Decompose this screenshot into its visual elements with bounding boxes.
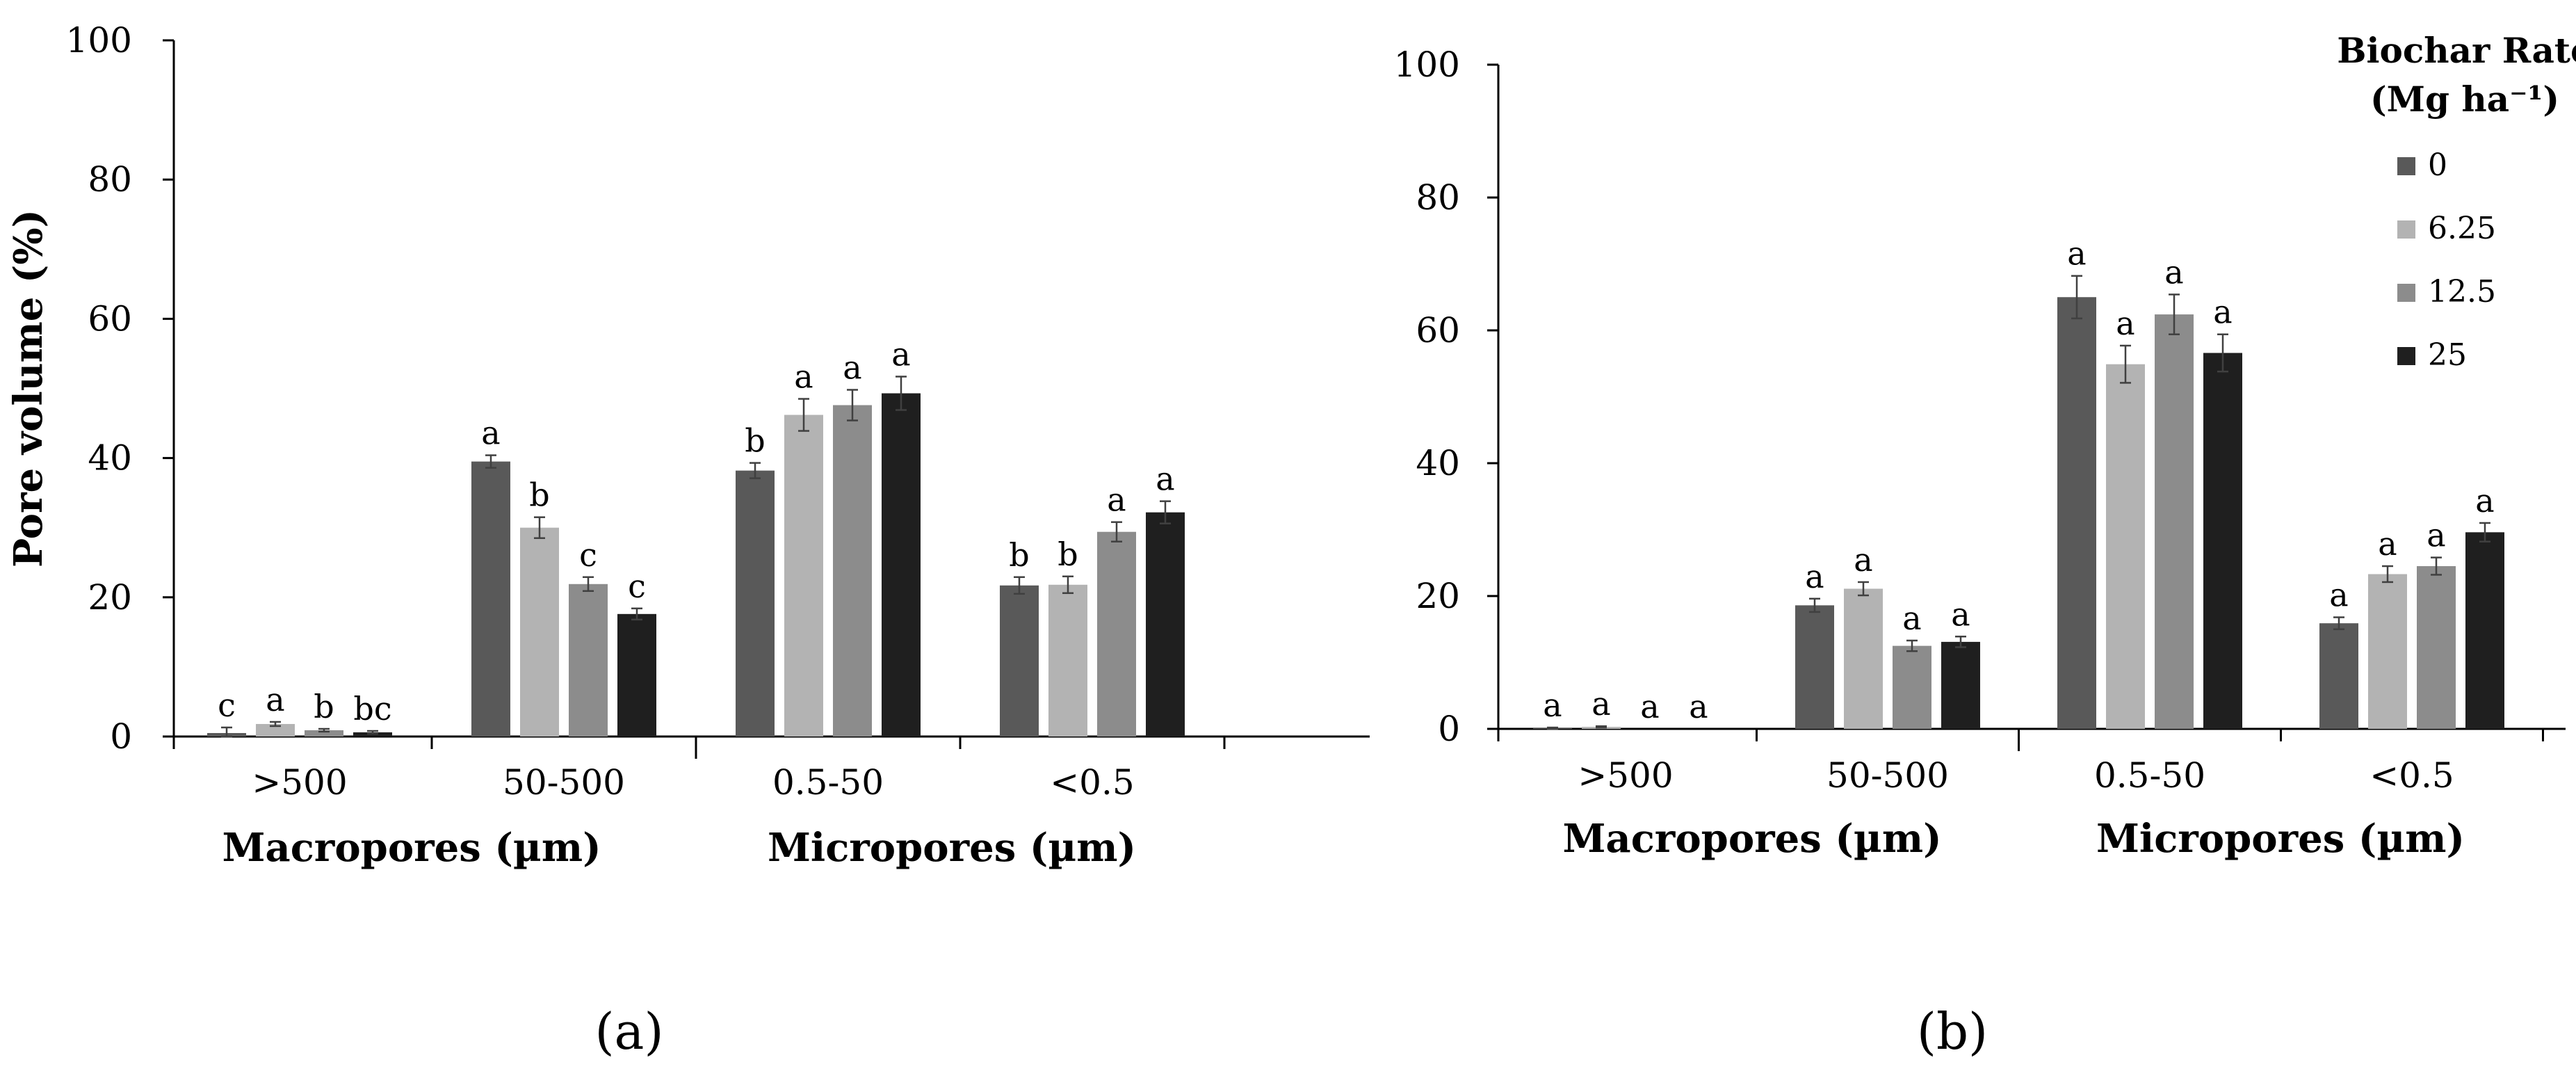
panel-a-bar (1146, 512, 1185, 737)
panel-a-group-label: Micropores (µm) (768, 825, 1136, 871)
panel-a-category-label: 0.5-50 (772, 762, 884, 803)
panel-a-significance-letter: c (579, 536, 597, 574)
panel-b-significance-letter: a (2427, 517, 2445, 554)
panel-b-y-tick-label: 40 (1416, 443, 1460, 483)
panel-a-significance-letter: a (891, 335, 910, 373)
panel-b-bar (1941, 641, 1980, 729)
panel-a-category-label: 50-500 (503, 762, 625, 803)
panel-b-significance-letter: a (2067, 235, 2086, 273)
panel-a-group-label: Macropores (µm) (222, 825, 601, 871)
panel-b-y-tick-label: 80 (1416, 177, 1460, 218)
legend-swatch (2397, 347, 2415, 365)
legend-label: 6.25 (2428, 211, 2496, 246)
legend-label: 12.5 (2428, 274, 2496, 309)
panel-b-significance-letter: a (2213, 293, 2232, 331)
panel-a-significance-letter: a (481, 415, 500, 452)
legend-swatch (2397, 220, 2415, 239)
legend-subtitle: (Mg ha⁻¹) (2370, 79, 2559, 120)
panel-a-y-tick-label: 20 (88, 577, 132, 618)
panel-b-bar (2417, 566, 2456, 729)
panel-b-group-label: Micropores (µm) (2096, 816, 2465, 862)
panel-a-y-tick-label: 40 (88, 438, 132, 478)
panel-b-category-label: >500 (1578, 755, 1673, 796)
panel-b-significance-letter: a (1543, 686, 1562, 724)
panel-b-significance-letter: a (1951, 595, 1970, 633)
panel-a-category-label: <0.5 (1050, 762, 1134, 803)
panel-a-bar (736, 470, 775, 737)
panel-a-label: (a) (594, 1002, 663, 1061)
panel-b-y-tick-label: 20 (1416, 576, 1460, 616)
panel-b-significance-letter: a (1902, 600, 1921, 637)
panel-b-significance-letter: a (1805, 558, 1824, 595)
panel-a-significance-letter: b (745, 422, 765, 460)
panel-a-bar (833, 405, 872, 737)
panel-a-significance-letter: b (1058, 536, 1078, 573)
panel-a-significance-letter: b (314, 688, 334, 725)
legend-title: Biochar Rate (2337, 30, 2576, 71)
panel-a-significance-letter: b (1009, 536, 1029, 574)
panel-b-bar (2106, 364, 2145, 729)
panel-b-label: (b) (1917, 1002, 1988, 1061)
panel-a-bar (256, 723, 295, 737)
legend-swatch (2397, 157, 2415, 175)
panel-a-y-tick-label: 60 (88, 298, 132, 339)
panel-a-significance-letter: a (843, 349, 861, 387)
panel-a-significance-letter: bc (353, 690, 391, 727)
panel-b-y-tick-label: 100 (1394, 45, 1460, 85)
panel-a-bar (1000, 585, 1039, 737)
panel-b-bar (1795, 605, 1834, 729)
panel-b-group-label: Macropores (µm) (1562, 816, 1941, 862)
panel-b-significance-letter: a (1689, 688, 1708, 725)
panel-a-bar (520, 527, 559, 737)
legend-label: 0 (2428, 147, 2447, 183)
panel-a-category-label: >500 (252, 762, 347, 803)
panel-a-significance-letter: c (628, 568, 646, 605)
panel-a-bar (784, 415, 823, 737)
panel-b-significance-letter: a (2475, 482, 2494, 520)
panel-a-bar (305, 730, 343, 737)
panel-a-bar (1048, 584, 1087, 737)
panel-a-y-axis-title: Pore volume (%) (6, 209, 51, 568)
panel-b-bar (2319, 623, 2358, 729)
panel-a-y-tick-label: 80 (88, 159, 132, 200)
panel-b-significance-letter: a (2116, 305, 2134, 342)
panel-b-significance-letter: a (1591, 685, 1610, 723)
panel-a-bar (882, 393, 921, 737)
panel-b-y-tick-label: 60 (1416, 310, 1460, 351)
panel-b-significance-letter: a (1854, 541, 1872, 579)
panel-b-category-label: 50-500 (1826, 755, 1949, 796)
panel-a-significance-letter: a (794, 358, 813, 396)
panel-a-bar (471, 461, 510, 737)
panel-b-bar (2203, 353, 2242, 730)
panel-b-y-tick-label: 0 (1438, 709, 1460, 749)
panel-a-bar (617, 613, 656, 737)
panel-a-significance-letter: c (218, 686, 236, 724)
panel-a-significance-letter: a (1107, 481, 1126, 519)
panel-a-bar (1097, 531, 1136, 737)
panel-b-category-label: <0.5 (2370, 755, 2454, 796)
panel-a-significance-letter: a (1156, 460, 1174, 498)
legend-swatch (2397, 284, 2415, 302)
panel-a-y-tick-label: 0 (110, 716, 132, 757)
panel-b-significance-letter: a (1640, 688, 1659, 725)
panel-b-significance-letter: a (2164, 253, 2183, 291)
panel-b-significance-letter: a (2329, 577, 2348, 614)
panel-b-bar (2057, 297, 2096, 729)
panel-b-significance-letter: a (2378, 525, 2397, 563)
panel-b-bar (2155, 314, 2194, 730)
panel-b-bar (2368, 574, 2407, 729)
panel-b-bar (1893, 645, 1931, 729)
panel-a-y-tick-label: 100 (66, 20, 132, 61)
panel-a-significance-letter: a (266, 681, 284, 718)
panel-b-category-label: 0.5-50 (2094, 755, 2205, 796)
legend-label: 25 (2428, 337, 2467, 373)
panel-b-bar (2465, 532, 2504, 729)
panel-b-bar (1844, 588, 1883, 729)
panel-a-bar (569, 584, 608, 737)
panel-a-significance-letter: b (529, 476, 549, 514)
